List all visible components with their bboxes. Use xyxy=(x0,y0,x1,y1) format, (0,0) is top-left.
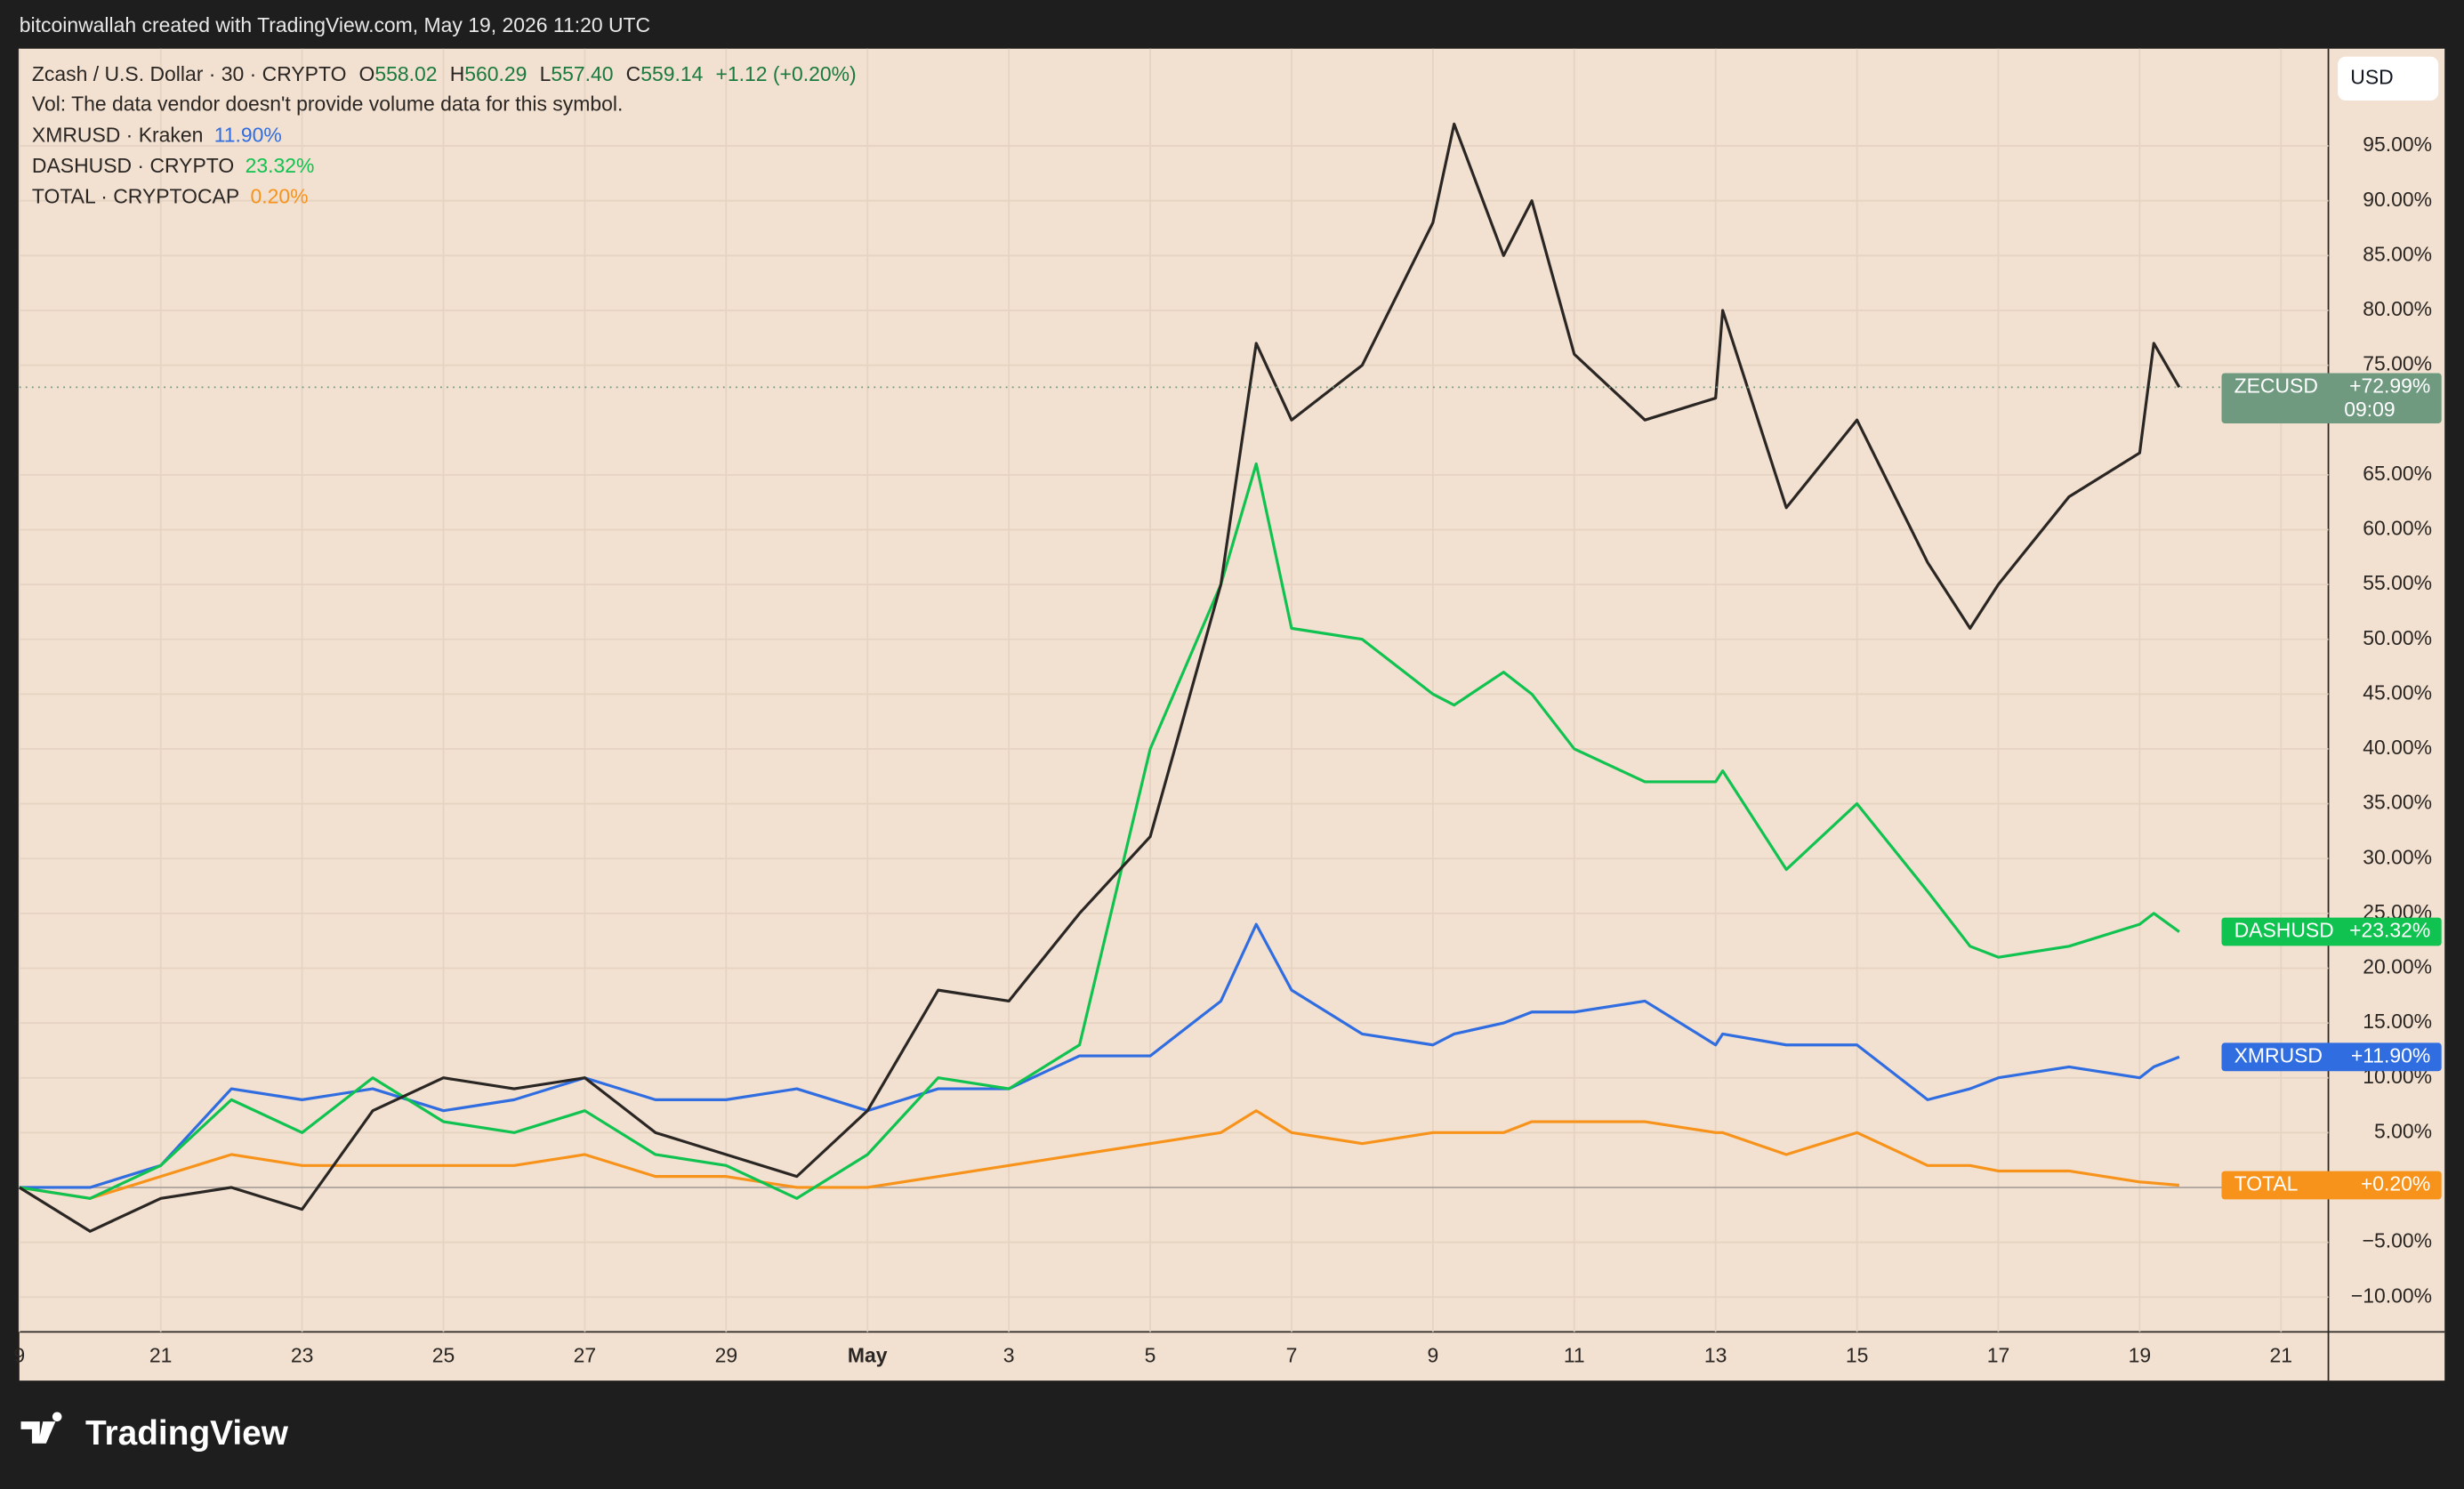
y-tick-label: 15.00% xyxy=(2363,1010,2432,1033)
y-tick-label: 20.00% xyxy=(2363,955,2432,978)
y-tick-label: 60.00% xyxy=(2363,517,2432,540)
legend-value: 0.20% xyxy=(251,185,309,208)
volume-note: Vol: The data vendor doesn't provide vol… xyxy=(32,92,623,115)
y-tick-label: 95.00% xyxy=(2363,133,2432,156)
legend-row: TOTAL · CRYPTOCAP 0.20% xyxy=(32,185,309,208)
x-tick-label: 21 xyxy=(149,1344,173,1367)
price-badge xyxy=(2221,373,2442,423)
x-tick-label: 3 xyxy=(1003,1344,1015,1367)
ohlc-label: H xyxy=(450,62,465,85)
x-tick-label: 13 xyxy=(1704,1344,1727,1367)
plot-area xyxy=(18,48,2329,1332)
x-tick-label: 27 xyxy=(574,1344,597,1367)
legend-row: XMRUSD · Kraken 11.90% xyxy=(32,124,282,147)
legend-label: XMRUSD · Kraken xyxy=(32,124,203,147)
y-tick-label: 90.00% xyxy=(2363,188,2432,211)
price-badge xyxy=(2221,917,2442,946)
currency-button[interactable] xyxy=(2338,56,2439,101)
brand-logo: TradingView xyxy=(20,1412,289,1453)
y-tick-label: 50.00% xyxy=(2363,626,2432,649)
legend-label: DASHUSD · CRYPTO xyxy=(32,154,234,177)
y-tick-label: 65.00% xyxy=(2363,462,2432,485)
series-line xyxy=(19,462,2180,1200)
y-tick-label: 40.00% xyxy=(2363,736,2432,759)
attribution: bitcoinwallah created with TradingView.c… xyxy=(20,13,650,36)
ohlc-value: 559.14 xyxy=(640,62,703,85)
x-tick-label: 5 xyxy=(1145,1344,1156,1367)
ohlc-label: C xyxy=(626,62,641,85)
x-tick-label: 17 xyxy=(1987,1344,2010,1367)
x-tick-label: 9 xyxy=(13,1344,25,1367)
y-tick-label: 35.00% xyxy=(2363,791,2432,814)
badge-name: ZECUSD xyxy=(2235,374,2318,397)
y-tick-label: 75.00% xyxy=(2363,352,2432,375)
badge-value: +72.99% xyxy=(2349,374,2430,397)
badge-name: XMRUSD xyxy=(2235,1043,2323,1066)
price-badge xyxy=(2221,1042,2442,1072)
legend-row: DASHUSD · CRYPTO 23.32% xyxy=(32,154,314,177)
ohlc-value: 560.29 xyxy=(464,62,527,85)
x-tick-label: 19 xyxy=(2129,1344,2152,1367)
badge-name: TOTAL xyxy=(2235,1172,2299,1195)
price-badge xyxy=(2221,1171,2442,1200)
series-line xyxy=(19,1109,2180,1200)
x-tick-label: May xyxy=(848,1344,888,1367)
brand-icon xyxy=(20,1412,62,1444)
legend-label: TOTAL · CRYPTOCAP xyxy=(32,185,239,208)
legend-header: Zcash / U.S. Dollar · 30 · CRYPTO O558.02… xyxy=(32,62,857,85)
x-tick-label: 23 xyxy=(291,1344,314,1367)
y-tick-label: 5.00% xyxy=(2374,1119,2432,1142)
x-tick-label: 15 xyxy=(1846,1344,1869,1367)
x-tick-label: 21 xyxy=(2270,1344,2293,1367)
y-tick-label: 85.00% xyxy=(2363,242,2432,265)
price-change: +1.12 (+0.20%) xyxy=(716,62,857,85)
series-line xyxy=(18,122,2181,1233)
x-tick-label: 9 xyxy=(1427,1344,1438,1367)
y-tick-label: 30.00% xyxy=(2363,845,2432,868)
legend-value: 11.90% xyxy=(214,124,282,147)
ohlc-value: 557.40 xyxy=(551,62,613,85)
series-line xyxy=(19,922,2180,1189)
currency-label[interactable]: USD xyxy=(2350,65,2393,88)
y-tick-label: 55.00% xyxy=(2363,571,2432,594)
ohlc-value: 558.02 xyxy=(374,62,437,85)
ohlc-label: O xyxy=(359,62,375,85)
x-tick-label: 29 xyxy=(715,1344,738,1367)
legend-value: 23.32% xyxy=(246,154,315,177)
y-tick-label: 80.00% xyxy=(2363,297,2432,320)
badge-value: +11.90% xyxy=(2351,1043,2431,1066)
brand-name: TradingView xyxy=(85,1414,289,1453)
badge-value: +23.32% xyxy=(2349,919,2430,942)
badge-countdown: 09:09 xyxy=(2344,398,2395,421)
badge-value: +0.20% xyxy=(2361,1172,2430,1195)
x-tick-label: 11 xyxy=(1564,1344,1585,1367)
x-tick-label: 25 xyxy=(432,1344,455,1367)
y-tick-label: −5.00% xyxy=(2363,1229,2432,1252)
plot-background xyxy=(19,48,2445,1381)
y-tick-label: −10.00% xyxy=(2351,1284,2432,1307)
symbol-title: Zcash / U.S. Dollar · 30 · CRYPTO xyxy=(32,62,347,85)
x-tick-label: 7 xyxy=(1286,1344,1298,1367)
badge-name: DASHUSD xyxy=(2235,919,2334,942)
ohlc-label: L xyxy=(540,62,552,85)
y-tick-label: 45.00% xyxy=(2363,680,2432,704)
